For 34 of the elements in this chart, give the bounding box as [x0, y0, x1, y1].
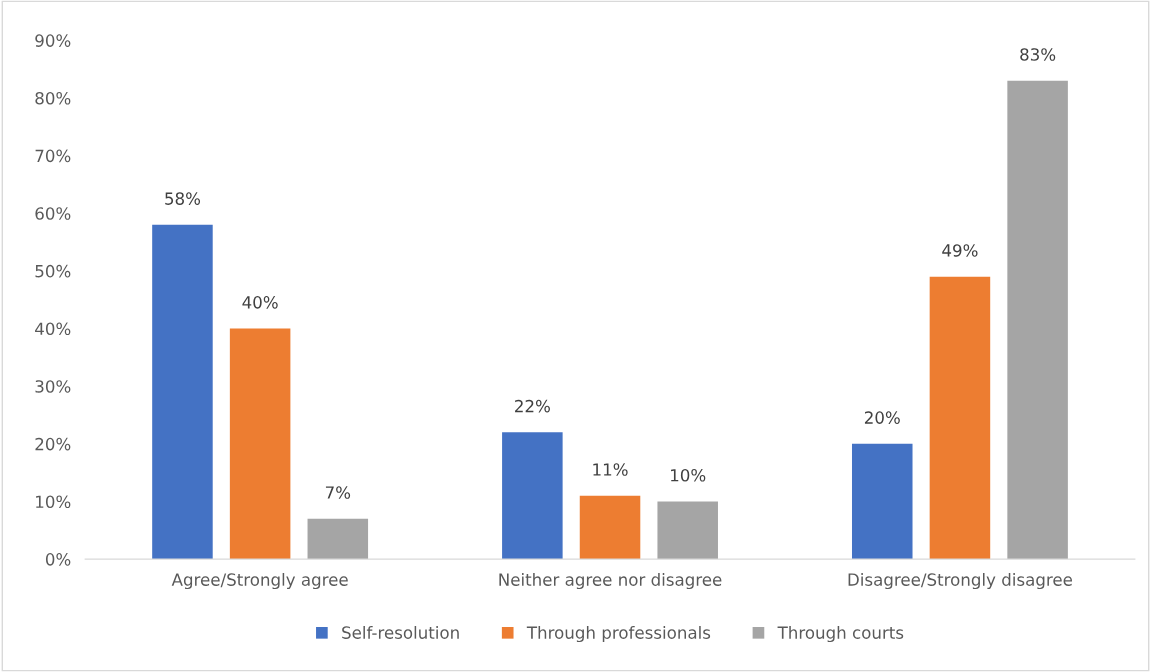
y-tick-label: 50%: [35, 264, 71, 278]
data-label: 7%: [325, 486, 351, 499]
bar: [1007, 80, 1068, 560]
y-tick-label: 30%: [35, 380, 71, 393]
legend-label: Through professionals: [526, 625, 711, 643]
bar: [657, 501, 718, 560]
bar: [229, 328, 291, 560]
data-label: 10%: [671, 468, 706, 482]
bar: [307, 518, 369, 560]
x-tick-label: Neither agree nor disagree: [499, 572, 722, 590]
y-tick-label: 40%: [35, 322, 71, 336]
y-tick-label: 60%: [35, 207, 71, 220]
y-tick-label: 70%: [35, 149, 71, 163]
data-label: 83%: [1020, 48, 1056, 61]
legend-label: Through courts: [777, 625, 904, 643]
bar: [152, 224, 213, 560]
data-label: 40%: [242, 296, 278, 309]
data-label: 22%: [515, 399, 550, 413]
bar: [851, 443, 913, 560]
x-tick-label: Disagree/Strongly disagree: [848, 572, 1073, 590]
bar: [502, 432, 563, 560]
x-tick-label: Agree/Strongly agree: [171, 572, 348, 590]
y-tick-label: 0%: [45, 553, 71, 566]
bar: [929, 276, 991, 560]
data-label: 11%: [593, 463, 628, 476]
data-label: 58%: [165, 192, 201, 205]
y-tick-label: 10%: [36, 495, 71, 509]
y-tick-label: 20%: [35, 437, 71, 451]
y-tick-label: 80%: [35, 91, 71, 105]
y-tick-label: 90%: [35, 34, 71, 47]
bar: [579, 495, 641, 560]
legend-label: Self-resolution: [342, 625, 459, 639]
data-label: 20%: [864, 411, 900, 424]
data-label: 49%: [942, 244, 978, 257]
